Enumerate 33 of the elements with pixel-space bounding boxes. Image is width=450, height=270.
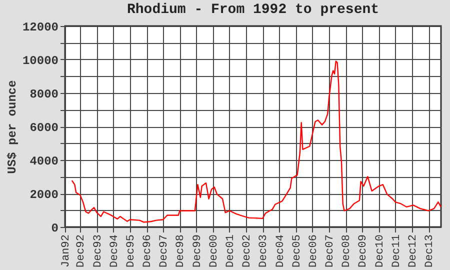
x-tick-label: Dec04 [274, 234, 287, 268]
x-tick-label: Dec03 [258, 234, 270, 268]
x-tick-label: Dec02 [242, 234, 254, 268]
x-tick-label: Dec95 [125, 234, 138, 268]
x-tick-label: Dec07 [324, 234, 337, 268]
x-tick-label: Dec13 [424, 234, 436, 268]
chart-title: Rhodium - From 1992 to present [126, 2, 380, 18]
x-tick-label: Dec12 [407, 234, 420, 268]
x-tick-label: Dec97 [158, 234, 171, 268]
x-tick-label: Dec98 [175, 234, 188, 268]
x-tick-label: Dec92 [76, 234, 88, 268]
y-tick-label: 12000 [22, 20, 58, 34]
x-tick-label: Jan92 [60, 234, 72, 268]
x-tick-label: Dec99 [192, 234, 204, 268]
y-axis-title: US$ per ounce [5, 80, 20, 174]
y-tick-label: 8000 [30, 88, 58, 102]
x-tick-label: Dec09 [358, 234, 370, 268]
x-tick-label: Dec05 [291, 234, 304, 268]
y-tick-label: 6000 [30, 121, 58, 135]
x-tick-label: Dec94 [108, 234, 121, 268]
x-tick-label: Dec06 [308, 234, 320, 268]
x-tick-label: Dec96 [142, 234, 154, 268]
line-series [71, 60, 442, 223]
x-tick-label: Dec01 [224, 234, 237, 268]
y-tick-label: 0 [51, 222, 58, 236]
x-tick-label: Dec11 [390, 234, 403, 268]
y-tick-label: 2000 [30, 188, 58, 202]
x-tick-label: Dec08 [341, 234, 354, 268]
y-tick-label: 4000 [30, 154, 58, 168]
x-tick-label: Dec00 [208, 234, 220, 268]
x-tick-label: Dec93 [92, 234, 104, 268]
y-tick-label: 10000 [22, 54, 58, 68]
x-tick-label: Dec10 [374, 234, 386, 268]
